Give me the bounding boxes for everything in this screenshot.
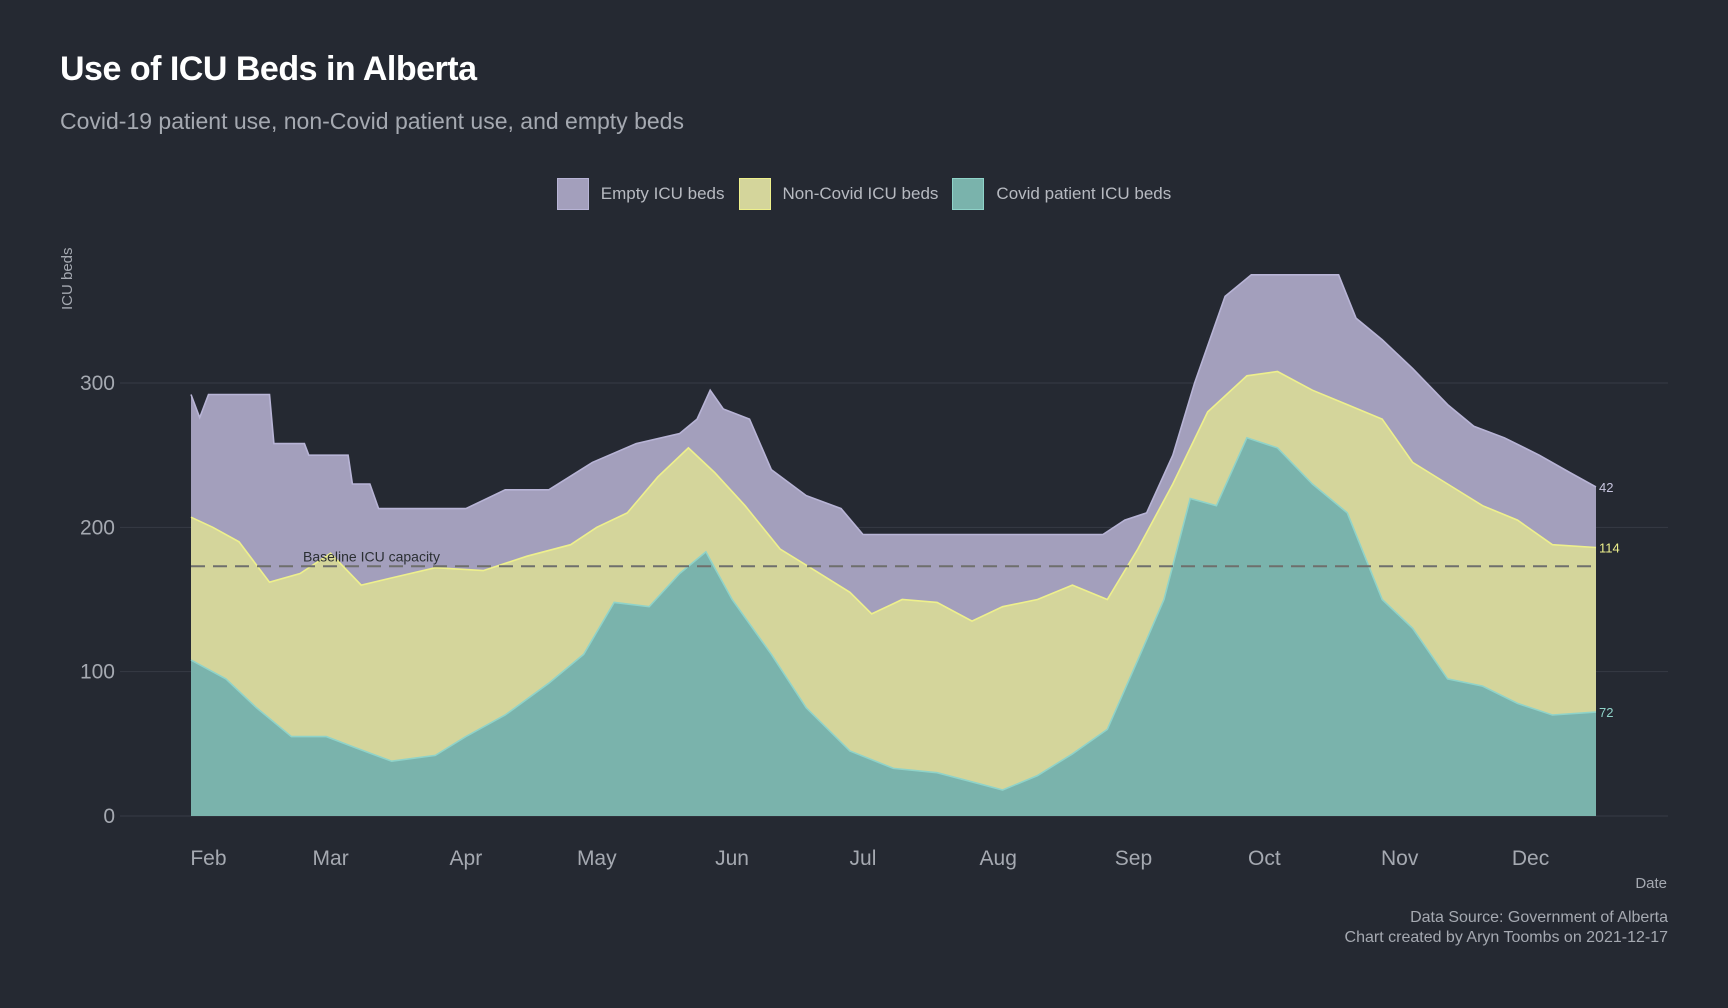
end-labels: 72 114 42 xyxy=(1599,480,1620,720)
legend-swatch-empty xyxy=(556,178,589,210)
legend-label-noncovid: Non-Covid ICU beds xyxy=(782,184,939,203)
legend-label-covid: Covid patient ICU beds xyxy=(996,184,1172,203)
y-tick-label-300: 300 xyxy=(80,372,115,395)
caption-author: Chart created by Aryn Toombs on 2021-12-… xyxy=(1344,929,1668,946)
legend-label-empty: Empty ICU beds xyxy=(600,184,725,203)
end-label-1: 114 xyxy=(1599,541,1620,556)
x-tick-label-apr: Apr xyxy=(450,847,483,870)
line-non-covid-icu-beds xyxy=(190,370,1597,622)
y-axis-title: ICU beds xyxy=(59,247,76,310)
baseline-group: Baseline ICU capacity xyxy=(191,548,1596,568)
y-tick-label-200: 200 xyxy=(80,516,115,539)
baseline-label: Baseline ICU capacity xyxy=(303,548,440,564)
line-empty-icu-beds xyxy=(190,274,1597,536)
axes: ICU beds Date 0 100 200 300 Feb Mar Apr May Jun J… xyxy=(59,247,1667,892)
y-tick-label-100: 100 xyxy=(80,661,115,684)
x-tick-label-jul: Jul xyxy=(850,847,877,870)
line-covid-patient-icu-beds xyxy=(190,436,1597,791)
area-covid-patient-icu-beds xyxy=(191,437,1596,816)
stacked-areas xyxy=(190,274,1597,816)
legend-item-empty: Empty ICU beds xyxy=(556,178,725,210)
y-tick-label-0: 0 xyxy=(103,805,115,828)
chart-title: Use of ICU Beds in Alberta xyxy=(60,50,477,88)
legend: Empty ICU beds Non-Covid ICU beds Covid … xyxy=(0,178,1728,210)
caption: Data Source: Government of Alberta Chart… xyxy=(1345,908,1668,948)
end-label-2: 42 xyxy=(1599,480,1613,495)
x-tick-label-aug: Aug xyxy=(980,847,1017,870)
x-tick-label-mar: Mar xyxy=(313,847,349,870)
x-tick-label-may: May xyxy=(577,847,617,870)
legend-item-noncovid: Non-Covid ICU beds xyxy=(738,178,939,210)
x-tick-label-oct: Oct xyxy=(1248,847,1281,870)
chart-subtitle: Covid-19 patient use, non-Covid patient … xyxy=(60,108,684,134)
x-tick-label-dec: Dec xyxy=(1512,847,1549,870)
caption-source: Data Source: Government of Alberta xyxy=(1410,909,1668,926)
legend-item-covid: Covid patient ICU beds xyxy=(952,178,1171,210)
end-label-0: 72 xyxy=(1599,705,1613,720)
legend-swatch-covid xyxy=(952,178,985,210)
legend-swatch-noncovid xyxy=(738,178,771,210)
x-tick-label-nov: Nov xyxy=(1381,847,1419,870)
x-tick-label-jun: Jun xyxy=(715,847,749,870)
x-tick-label-sep: Sep xyxy=(1115,847,1152,870)
x-tick-label-feb: Feb xyxy=(190,847,226,870)
x-axis-title: Date xyxy=(1635,875,1667,892)
